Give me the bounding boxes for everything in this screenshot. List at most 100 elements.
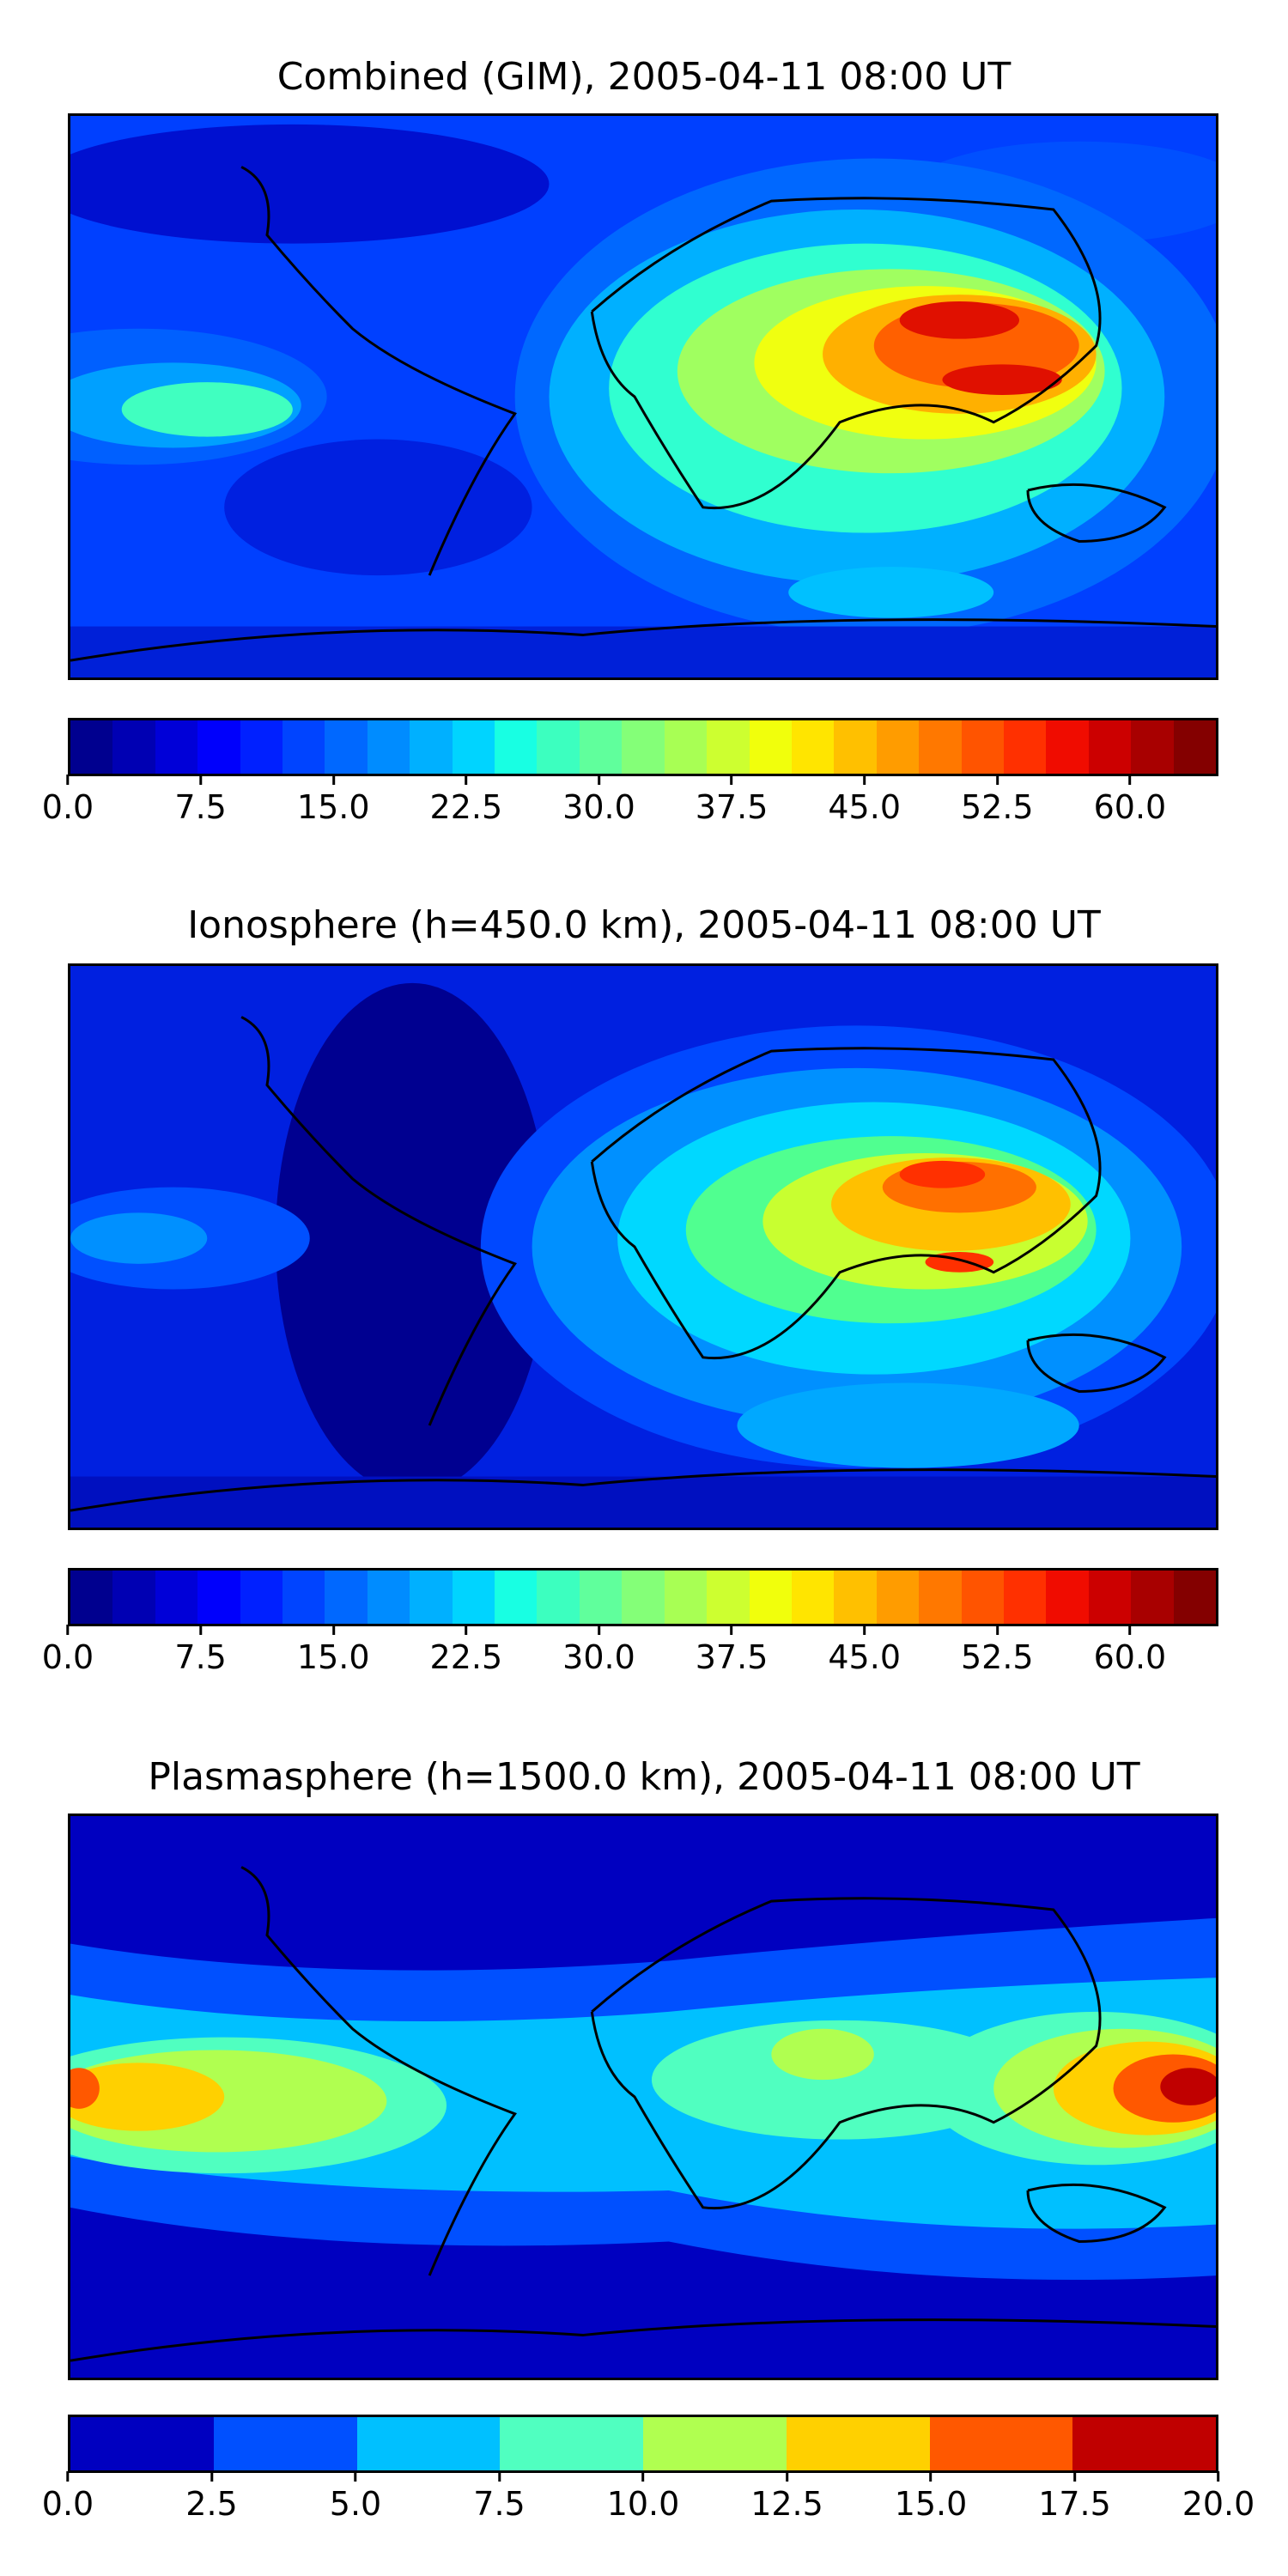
colorbar-segment	[325, 1571, 368, 1624]
colorbar-segment	[1046, 1571, 1089, 1624]
colorbar-tick-label: 15.0	[894, 2485, 968, 2523]
colorbar-segment	[579, 720, 623, 774]
colorbar-tick-label: 45.0	[828, 1638, 901, 1676]
colorbar-tick-label: 30.0	[562, 1638, 635, 1676]
panel-2-map	[68, 963, 1218, 1530]
panel-1-title: Combined (GIM), 2005-04-11 08:00 UT	[276, 55, 1012, 99]
colorbar-segment	[495, 1571, 538, 1624]
colorbar-tick-label: 45.0	[828, 788, 901, 826]
colorbar-segment	[919, 1571, 962, 1624]
colorbar-tick-label: 60.0	[1093, 788, 1167, 826]
colorbar-segment	[70, 2417, 214, 2470]
colorbar-segment	[664, 1571, 708, 1624]
colorbar-segment	[452, 1571, 495, 1624]
colorbar-segment	[410, 1571, 453, 1624]
colorbar-segment	[1088, 1571, 1132, 1624]
colorbar-segment	[197, 720, 240, 774]
colorbar-segment	[70, 1571, 113, 1624]
colorbar-tick-label: 17.5	[1038, 2485, 1111, 2523]
colorbar-segment	[367, 1571, 410, 1624]
colorbar-tick-label: 5.0	[329, 2485, 382, 2523]
colorbar-tick-label: 52.5	[960, 1638, 1034, 1676]
colorbar-segment	[240, 1571, 283, 1624]
colorbar-tick-label: 37.5	[695, 788, 769, 826]
colorbar-segment	[356, 2417, 501, 2470]
colorbar-segment	[213, 2417, 357, 2470]
colorbar-segment	[961, 720, 1004, 774]
panel-1-colorbar	[68, 718, 1218, 776]
colorbar-segment	[1088, 720, 1132, 774]
colorbar-segment	[876, 1571, 920, 1624]
colorbar-segment	[70, 720, 113, 774]
colorbar-tick-label: 7.5	[473, 2485, 526, 2523]
colorbar-segment	[643, 2417, 787, 2470]
panel-2-colorbar	[68, 1568, 1218, 1626]
colorbar-segment	[876, 720, 920, 774]
panel-1-colorbar-ticks: 0.0 7.5 15.0 22.5 30.0 37.5 45.0 52.5 60.0	[42, 787, 1218, 838]
colorbar-segment	[1003, 720, 1047, 774]
colorbar-tick-label: 7.5	[174, 1638, 227, 1676]
colorbar-tick-label: 52.5	[960, 788, 1034, 826]
colorbar-tick-label: 0.0	[41, 1638, 94, 1676]
colorbar-segment	[537, 1571, 580, 1624]
colorbar-segment	[791, 720, 835, 774]
colorbar-tick-label: 20.0	[1182, 2485, 1255, 2523]
colorbar-segment	[919, 720, 962, 774]
colorbar-segment	[452, 720, 495, 774]
panel-2-colorbar-ticks: 0.0 7.5 15.0 22.5 30.0 37.5 45.0 52.5 60.0	[42, 1637, 1218, 1688]
colorbar-segment	[622, 1571, 665, 1624]
colorbar-tick-label: 0.0	[41, 788, 94, 826]
panel-3-title: Plasmasphere (h=1500.0 km), 2005-04-11 0…	[148, 1755, 1140, 1799]
panel-1-map	[68, 113, 1218, 680]
panel-2-title: Ionosphere (h=450.0 km), 2005-04-11 08:0…	[187, 903, 1101, 947]
colorbar-segment	[112, 720, 155, 774]
colorbar-segment	[1046, 720, 1089, 774]
colorbar-segment	[367, 720, 410, 774]
colorbar-segment	[537, 720, 580, 774]
colorbar-segment	[834, 720, 877, 774]
colorbar-tick-label: 12.5	[750, 2485, 823, 2523]
colorbar-segment	[1131, 720, 1174, 774]
colorbar-segment	[155, 1571, 198, 1624]
colorbar-tick-label: 2.5	[185, 2485, 238, 2523]
colorbar-segment	[786, 2417, 930, 2470]
colorbar-segment	[929, 2417, 1073, 2470]
colorbar-segment	[500, 2417, 643, 2470]
colorbar-segment	[1173, 1571, 1216, 1624]
colorbar-segment	[622, 720, 665, 774]
colorbar-segment	[664, 720, 708, 774]
colorbar-segment	[495, 720, 538, 774]
colorbar-segment	[834, 1571, 877, 1624]
colorbar-tick-label: 60.0	[1093, 1638, 1167, 1676]
colorbar-segment	[1131, 1571, 1174, 1624]
colorbar-segment	[707, 720, 750, 774]
colorbar-tick-label: 0.0	[41, 2485, 94, 2523]
panel-3-colorbar	[68, 2415, 1218, 2473]
colorbar-segment	[155, 720, 198, 774]
colorbar-segment	[240, 720, 283, 774]
colorbar-segment	[1003, 1571, 1047, 1624]
colorbar-segment	[749, 1571, 792, 1624]
colorbar-segment	[791, 1571, 835, 1624]
colorbar-segment	[707, 1571, 750, 1624]
colorbar-segment	[579, 1571, 623, 1624]
colorbar-tick-label: 30.0	[562, 788, 635, 826]
colorbar-segment	[325, 720, 368, 774]
colorbar-tick-label: 22.5	[429, 1638, 503, 1676]
colorbar-tick-label: 22.5	[429, 788, 503, 826]
colorbar-segment	[112, 1571, 155, 1624]
colorbar-segment	[283, 1571, 325, 1624]
colorbar-tick-label: 10.0	[606, 2485, 680, 2523]
colorbar-segment	[197, 1571, 240, 1624]
colorbar-segment	[1173, 720, 1216, 774]
colorbar-segment	[1072, 2417, 1216, 2470]
panel-3-colorbar-ticks: 0.0 2.5 5.0 7.5 10.0 12.5 15.0 17.5 20.0	[42, 2483, 1255, 2535]
colorbar-tick-label: 37.5	[695, 1638, 769, 1676]
panel-3-map	[68, 1814, 1218, 2380]
colorbar-segment	[749, 720, 792, 774]
colorbar-segment	[283, 720, 325, 774]
colorbar-segment	[961, 1571, 1004, 1624]
colorbar-segment	[410, 720, 453, 774]
colorbar-tick-label: 15.0	[296, 788, 370, 826]
colorbar-tick-label: 15.0	[296, 1638, 370, 1676]
